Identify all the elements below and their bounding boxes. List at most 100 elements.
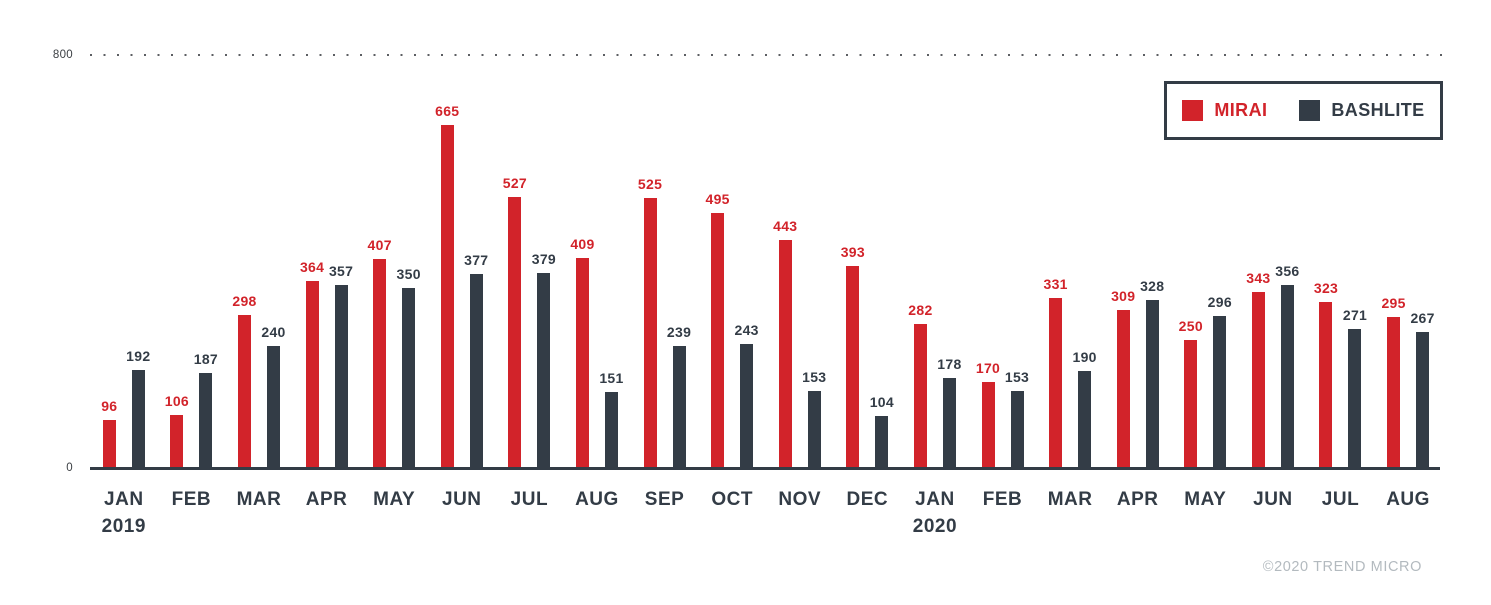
bashlite-bar: 190 bbox=[1072, 349, 1096, 470]
bar-value-label: 282 bbox=[908, 301, 933, 318]
mirai-bar: 295 bbox=[1381, 295, 1405, 470]
bar-value-label: 267 bbox=[1410, 309, 1435, 326]
x-axis-label: JUL bbox=[1321, 489, 1360, 510]
bar-value-label: 271 bbox=[1342, 307, 1368, 324]
bashlite-bar: 187 bbox=[194, 351, 218, 470]
bar-value-label: 96 bbox=[101, 398, 118, 415]
bar-value-label: 525 bbox=[637, 175, 663, 192]
bar-value-label: 356 bbox=[1275, 263, 1300, 280]
bashlite-bar: 271 bbox=[1343, 307, 1367, 470]
bar-group: 525 239 bbox=[631, 55, 699, 470]
mirai-swatch-icon bbox=[1182, 100, 1204, 121]
mirai-bar: 525 bbox=[638, 176, 662, 470]
bar-group: 409 151 bbox=[563, 55, 631, 470]
x-axis-label: AUG bbox=[1386, 489, 1430, 510]
ytick-800-label: 800 bbox=[52, 49, 73, 61]
bar-group: 250 296 bbox=[1172, 55, 1240, 470]
bar-value-label: 295 bbox=[1381, 294, 1406, 311]
mirai-bar: 331 bbox=[1043, 276, 1067, 470]
plot-area: 800 0 96 192 106 187 298 240 364 357 407 350 665 37… bbox=[53, 49, 1442, 474]
x-axis-label: MAY bbox=[1184, 489, 1227, 510]
bar-group: 298 240 bbox=[225, 55, 293, 470]
mirai-bar: 393 bbox=[841, 244, 865, 470]
x-axis-label: MAR bbox=[236, 489, 282, 510]
mirai-bar: 309 bbox=[1111, 288, 1135, 470]
bar-value-label: 328 bbox=[1140, 277, 1165, 294]
x-axis-label: JUN bbox=[1253, 489, 1293, 510]
bar-value-label: 239 bbox=[666, 324, 692, 341]
mirai-bar: 443 bbox=[773, 218, 797, 470]
x-axis-label: SEP bbox=[644, 489, 685, 510]
bar-value-label: 527 bbox=[502, 174, 527, 191]
bar-group: 295 267 bbox=[1374, 55, 1442, 470]
bashlite-bar: 350 bbox=[397, 266, 421, 470]
x-axis-label: FEB bbox=[982, 489, 1023, 510]
bar-group: 665 377 bbox=[428, 55, 496, 470]
bar-value-label: 665 bbox=[435, 103, 460, 120]
legend-item-bashlite: BASHLITE bbox=[1299, 100, 1424, 121]
legend-label-mirai: MIRAI bbox=[1214, 100, 1268, 120]
x-axis-label: MAY bbox=[373, 489, 416, 510]
bashlite-bar: 357 bbox=[329, 263, 353, 470]
mirai-bar: 250 bbox=[1179, 318, 1203, 470]
x-axis-label: OCT bbox=[711, 489, 753, 510]
mirai-bar: 298 bbox=[232, 293, 256, 470]
bashlite-bar: 192 bbox=[126, 348, 150, 470]
bar-group: 282 178 bbox=[901, 55, 969, 470]
bashlite-bar: 379 bbox=[532, 251, 556, 470]
x-axis-label: APR bbox=[305, 489, 348, 510]
bar-group: 527 379 bbox=[496, 55, 564, 470]
bar-value-label: 240 bbox=[261, 323, 286, 340]
bar-value-label: 357 bbox=[328, 262, 354, 279]
x-axis-label: JUN bbox=[442, 489, 482, 510]
mirai-bar: 407 bbox=[368, 237, 392, 470]
x-axis-label: DEC bbox=[846, 489, 889, 510]
mirai-bar: 282 bbox=[908, 302, 932, 470]
mirai-bar: 343 bbox=[1246, 270, 1270, 470]
bar-value-label: 309 bbox=[1111, 287, 1136, 304]
mirai-bar: 495 bbox=[706, 191, 729, 470]
x-axis-label: NOV bbox=[778, 489, 822, 510]
bar-value-label: 153 bbox=[1004, 368, 1030, 385]
bar-group: 443 153 bbox=[766, 55, 834, 470]
mirai-bar: 364 bbox=[300, 259, 324, 470]
x-axis-label: JAN 2020 bbox=[901, 486, 969, 540]
gridline-800 bbox=[90, 54, 1442, 56]
bashlite-bar: 267 bbox=[1410, 310, 1434, 470]
mirai-bar: 527 bbox=[503, 175, 527, 470]
x-axis-labels: JAN 2019 FEB MAR APR MAY JUN JUL AUG SEP OCT NOV DEC… bbox=[90, 486, 1442, 540]
x-axis-label: MAR bbox=[1047, 489, 1093, 510]
bashlite-bar: 104 bbox=[870, 394, 894, 470]
bar-value-label: 106 bbox=[164, 393, 190, 410]
bar-group: 495 243 bbox=[698, 55, 766, 470]
x-axis-label: APR bbox=[1116, 489, 1159, 510]
bar-value-label: 495 bbox=[705, 191, 730, 208]
bar-group: 364 357 bbox=[293, 55, 361, 470]
bar-group: 309 328 bbox=[1104, 55, 1172, 470]
legend-item-mirai: MIRAI bbox=[1182, 100, 1267, 121]
bashlite-bar: 151 bbox=[599, 370, 623, 470]
bar-group: 170 153 bbox=[969, 55, 1037, 470]
bashlite-bar: 328 bbox=[1140, 278, 1164, 470]
bar-group: 393 104 bbox=[834, 55, 902, 470]
legend: MIRAI BASHLITE bbox=[1164, 81, 1443, 140]
bar-value-label: 178 bbox=[937, 355, 962, 372]
bashlite-swatch-icon bbox=[1299, 100, 1321, 121]
bar-group: 96 192 bbox=[90, 55, 158, 470]
bar-value-label: 250 bbox=[1178, 318, 1203, 335]
mirai-bar: 106 bbox=[165, 393, 189, 470]
bar-value-label: 323 bbox=[1313, 280, 1339, 297]
bashlite-bar: 296 bbox=[1208, 294, 1232, 470]
bar-value-label: 377 bbox=[464, 252, 489, 269]
bar-value-label: 192 bbox=[126, 348, 151, 365]
bashlite-bar: 153 bbox=[802, 369, 826, 470]
bashlite-bar: 243 bbox=[735, 322, 758, 470]
ytick-0-label: 0 bbox=[66, 462, 73, 474]
bar-value-label: 190 bbox=[1072, 349, 1097, 366]
bashlite-bar: 153 bbox=[1005, 369, 1029, 470]
bar-value-label: 364 bbox=[299, 259, 325, 276]
bar-value-label: 343 bbox=[1246, 270, 1271, 287]
bar-value-label: 298 bbox=[232, 293, 257, 310]
bar-group: 343 356 bbox=[1239, 55, 1307, 470]
mirai-bar: 170 bbox=[976, 360, 1000, 470]
